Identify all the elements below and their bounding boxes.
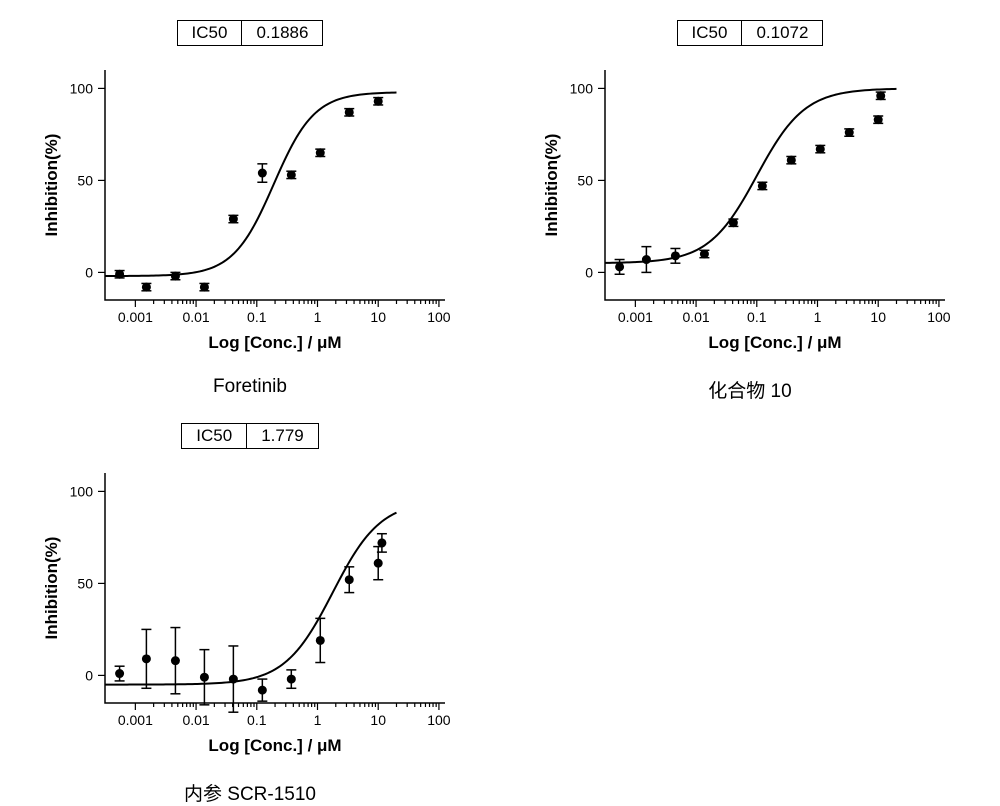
svg-text:100: 100	[70, 80, 94, 96]
svg-text:Log [Conc.] / μM: Log [Conc.] / μM	[708, 333, 841, 352]
svg-text:0.1: 0.1	[247, 712, 267, 728]
ic50-value: 1.779	[247, 424, 319, 449]
svg-text:100: 100	[427, 712, 451, 728]
svg-text:10: 10	[370, 712, 386, 728]
svg-text:0.001: 0.001	[118, 712, 153, 728]
chart-foretinib: 0.001 0.01 0.1 1 10 100 0 50 100 Log [Conc.] / μM…	[35, 50, 465, 370]
empty-cell	[520, 423, 980, 806]
ic50-value: 0.1072	[742, 21, 823, 46]
ic50-table-foretinib: IC50 0.1886	[177, 20, 324, 46]
panel-compound10: IC50 0.1072 0.001 0.01 0.1 1 10 100 0 50 100 Log …	[520, 20, 980, 403]
svg-text:Log [Conc.] / μM: Log [Conc.] / μM	[208, 333, 341, 352]
caption-foretinib: Foretinib	[213, 376, 287, 398]
svg-text:Inhibition(%): Inhibition(%)	[42, 134, 61, 237]
svg-text:0.001: 0.001	[618, 309, 653, 325]
svg-text:0.01: 0.01	[182, 712, 209, 728]
svg-text:Inhibition(%): Inhibition(%)	[42, 537, 61, 640]
svg-text:0.001: 0.001	[118, 309, 153, 325]
chart-scr1510: 0.001 0.01 0.1 1 10 100 0 50 100 Log [Conc.] / μM…	[35, 453, 465, 773]
ic50-label: IC50	[677, 21, 742, 46]
chart-grid: IC50 0.1886 0.0010.010.1110100050100Log …	[20, 20, 980, 775]
svg-text:10: 10	[870, 309, 886, 325]
svg-text:1: 1	[314, 309, 322, 325]
svg-text:50: 50	[77, 172, 93, 188]
svg-text:100: 100	[570, 80, 594, 96]
ic50-label: IC50	[182, 424, 247, 449]
svg-text:100: 100	[927, 309, 951, 325]
chart-compound10: 0.001 0.01 0.1 1 10 100 0 50 100 Log [Conc.] / μM…	[535, 50, 965, 370]
svg-text:Log [Conc.] / μM: Log [Conc.] / μM	[208, 736, 341, 755]
svg-text:10: 10	[370, 309, 386, 325]
caption-compound10: 化合物 10	[708, 376, 791, 403]
panel-scr1510: IC50 1.779 0.001 0.01 0.1 1 10 100 0 50 100 Log […	[20, 423, 480, 806]
panel-foretinib: IC50 0.1886 0.001 0.01 0.1 1 10 100 0 50 100 Log …	[20, 20, 480, 403]
svg-text:Inhibition(%): Inhibition(%)	[542, 134, 561, 237]
svg-text:0.01: 0.01	[682, 309, 709, 325]
svg-text:0: 0	[85, 264, 93, 280]
svg-text:100: 100	[427, 309, 451, 325]
svg-text:1: 1	[814, 309, 822, 325]
caption-scr1510: 内参 SCR-1510	[184, 779, 316, 806]
svg-text:0.01: 0.01	[182, 309, 209, 325]
ic50-label: IC50	[177, 21, 242, 46]
svg-text:1: 1	[314, 712, 322, 728]
svg-text:50: 50	[77, 575, 93, 591]
svg-text:0: 0	[85, 667, 93, 683]
svg-text:0: 0	[585, 264, 593, 280]
svg-text:100: 100	[70, 483, 94, 499]
ic50-table-compound10: IC50 0.1072	[677, 20, 824, 46]
svg-text:0.1: 0.1	[747, 309, 767, 325]
ic50-table-scr1510: IC50 1.779	[181, 423, 318, 449]
svg-text:50: 50	[577, 172, 593, 188]
ic50-value: 0.1886	[242, 21, 323, 46]
svg-text:0.1: 0.1	[247, 309, 267, 325]
